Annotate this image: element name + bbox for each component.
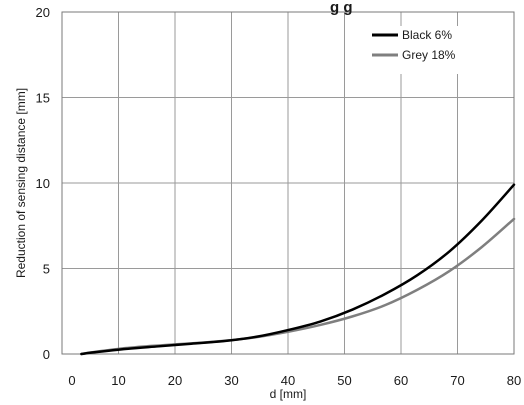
y-tick-label: 20 xyxy=(36,5,50,20)
legend: Black 6% Grey 18% xyxy=(364,26,507,74)
legend-label-grey: Grey 18% xyxy=(402,48,456,62)
x-tick-label: 30 xyxy=(224,373,238,388)
y-tick-label: 5 xyxy=(43,262,50,277)
y-tick-label: 10 xyxy=(36,176,50,191)
series-line-black xyxy=(81,185,514,354)
x-tick-label: 10 xyxy=(111,373,125,388)
x-tick-label: 60 xyxy=(394,373,408,388)
y-tick-label: 0 xyxy=(43,347,50,362)
x-tick-label: 0 xyxy=(68,373,75,388)
x-tick-label: 50 xyxy=(337,373,351,388)
x-axis-label: d [mm] xyxy=(270,387,307,401)
legend-label-black: Black 6% xyxy=(402,28,452,42)
x-tick-label: 20 xyxy=(168,373,182,388)
x-tick-label: 80 xyxy=(507,373,521,388)
y-axis-label: Reduction of sensing distance [mm] xyxy=(14,88,28,278)
y-tick-labels: 0 5 10 15 20 xyxy=(36,5,50,362)
chart-title-fragment: g g xyxy=(330,0,353,16)
x-tick-labels: 0 10 20 30 40 50 60 70 80 xyxy=(68,373,521,388)
series-layer xyxy=(81,185,514,354)
x-tick-label: 70 xyxy=(450,373,464,388)
series-line-grey xyxy=(81,219,514,354)
x-tick-label: 40 xyxy=(281,373,295,388)
y-tick-label: 15 xyxy=(36,91,50,106)
